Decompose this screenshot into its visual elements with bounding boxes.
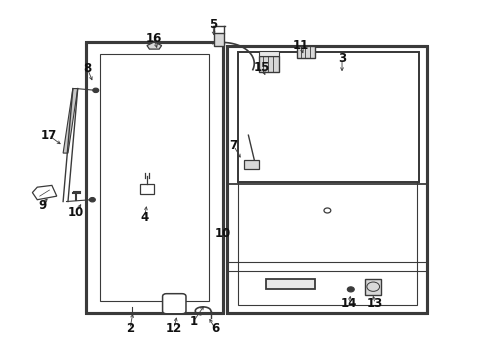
Text: 5: 5: [208, 18, 217, 31]
Polygon shape: [244, 160, 259, 169]
FancyBboxPatch shape: [162, 294, 185, 314]
Text: 1: 1: [189, 315, 197, 328]
Polygon shape: [140, 184, 154, 194]
Text: 15: 15: [253, 60, 269, 73]
Text: 2: 2: [125, 322, 134, 335]
Polygon shape: [266, 279, 315, 289]
Circle shape: [93, 88, 99, 93]
Circle shape: [346, 287, 353, 292]
Text: 8: 8: [83, 62, 91, 75]
Text: 12: 12: [165, 322, 182, 335]
Text: 17: 17: [41, 129, 57, 142]
Polygon shape: [214, 33, 224, 45]
Text: 3: 3: [337, 51, 346, 64]
Polygon shape: [32, 185, 57, 200]
Text: 9: 9: [38, 199, 46, 212]
Text: 11: 11: [292, 39, 308, 52]
Circle shape: [89, 198, 95, 202]
Polygon shape: [238, 51, 418, 182]
Polygon shape: [297, 45, 315, 58]
Text: 4: 4: [140, 211, 148, 224]
Text: 6: 6: [211, 322, 219, 335]
Polygon shape: [259, 51, 278, 56]
Polygon shape: [227, 45, 427, 313]
Text: 13: 13: [366, 297, 383, 310]
Text: 7: 7: [229, 139, 237, 152]
Text: 16: 16: [146, 32, 162, 45]
Polygon shape: [86, 42, 222, 313]
Polygon shape: [259, 56, 278, 72]
Polygon shape: [147, 42, 161, 49]
Text: 14: 14: [341, 297, 357, 310]
Text: 10: 10: [214, 227, 230, 240]
Polygon shape: [365, 279, 380, 295]
Polygon shape: [63, 89, 78, 153]
Text: 10: 10: [68, 206, 84, 219]
